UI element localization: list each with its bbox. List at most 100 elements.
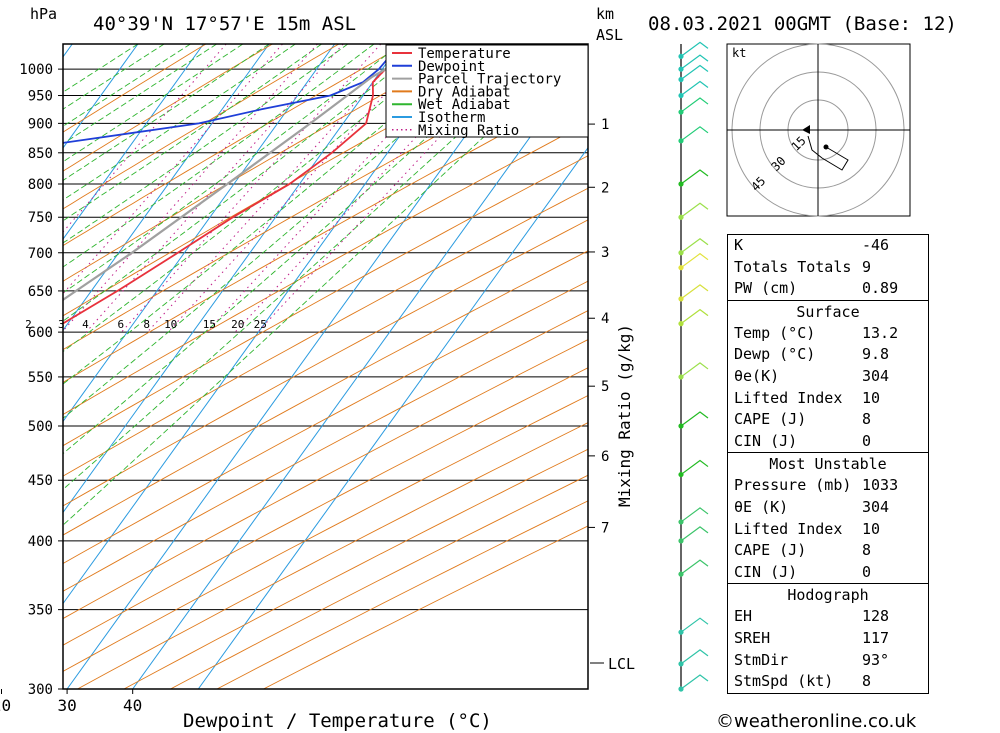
isotherm-line (63, 44, 401, 514)
mixing-ratio-line (121, 44, 382, 333)
isotherm-line (66, 44, 532, 689)
lcl-label: LCL (608, 655, 635, 673)
pressure-tick-label: 450 (28, 473, 53, 489)
mixing-ratio-tick-label: 8 (143, 318, 150, 331)
wet-adiabat-line (63, 44, 270, 181)
isotherm-line (63, 44, 270, 332)
isotherm-line (197, 146, 588, 689)
wind-barb (680, 411, 709, 427)
asl-label: ASL (596, 26, 623, 44)
wet-adiabat-line (63, 44, 454, 353)
wind-barb (680, 308, 709, 325)
dry-adiabat-line (63, 87, 588, 383)
km-tick-label: 5 (601, 379, 609, 395)
dry-adiabat-line (216, 500, 588, 689)
isotherm-line (132, 55, 588, 689)
wet-adiabat-line (63, 44, 585, 526)
pressure-tick-label: 500 (28, 419, 53, 435)
datetime-title: 08.03.2021 00GMT (Base: 12) (648, 13, 957, 35)
wind-barb (680, 202, 709, 218)
dry-adiabat-line (63, 339, 588, 620)
wet-adiabat-line (63, 44, 296, 201)
pressure-tick-label: 800 (28, 177, 53, 193)
isotherm-line (0, 44, 7, 689)
dry-adiabat-line (63, 310, 588, 592)
km-tick-label: 6 (601, 449, 609, 465)
dry-adiabat-line (63, 155, 588, 447)
pressure-tick-label: 550 (28, 370, 53, 386)
pressure-tick-label: 850 (28, 146, 53, 162)
wet-adiabat-line (63, 44, 139, 93)
wet-adiabat-line (63, 44, 191, 127)
dry-adiabat-line (63, 367, 588, 646)
mixing-ratio-axis-label: Mixing Ratio (g/kg) (615, 324, 634, 507)
wind-barb-profile (678, 41, 709, 692)
wind-barb (680, 97, 709, 113)
km-label: km (596, 5, 614, 23)
temperature-tick-label: 20 (0, 696, 11, 715)
pressure-tick-label: 750 (28, 210, 53, 226)
wet-adiabat-line (63, 44, 375, 268)
legend-label: Dry Adiabat (418, 84, 511, 100)
mixing-ratio-tick-label: 2 (25, 318, 32, 331)
series-line-dewpoint (63, 51, 394, 144)
legend-label: Mixing Ratio (418, 123, 519, 139)
wet-adiabat-line (63, 44, 322, 222)
wind-barb (680, 617, 709, 633)
dry-adiabat-line (63, 121, 588, 415)
legend-label: Wet Adiabat (418, 97, 511, 113)
wind-barb (680, 284, 709, 300)
legend-label: Parcel Trajectory (418, 72, 561, 88)
pressure-tick-label: 300 (28, 682, 53, 698)
wind-barb (680, 252, 709, 269)
mixing-ratio-line (63, 44, 318, 332)
credit-footer: ©weatheronline.co.uk (716, 711, 917, 732)
dry-adiabat-line (123, 448, 588, 689)
dry-adiabat-line (63, 44, 207, 133)
isotherm-line (63, 44, 204, 240)
series-line-temperature (63, 51, 416, 325)
pressure-tick-label: 650 (28, 284, 53, 300)
dry-adiabat-line (77, 422, 588, 689)
isotherm-line (63, 44, 73, 58)
km-tick-label: 2 (601, 180, 609, 196)
mixing-ratio-tick-label: 3 (58, 318, 65, 331)
wind-barb (680, 169, 709, 185)
temperature-tick-label: 40 (123, 696, 142, 715)
wind-barb (680, 362, 709, 378)
surface-header: Surface (728, 299, 928, 323)
mixing-ratio-tick-label: 6 (117, 318, 124, 331)
isotherm-line (63, 44, 336, 423)
pressure-tick-label: 400 (28, 534, 53, 550)
isotherm-line (63, 44, 139, 149)
temperature-tick-label: 30 (57, 696, 76, 715)
hodograph-trace (807, 135, 849, 171)
wet-adiabat-line (63, 44, 349, 244)
wind-barb (680, 526, 709, 542)
wet-adiabat-line (63, 44, 217, 145)
most-unstable-header: Most Unstable (728, 452, 928, 475)
hodograph-unit: kt (732, 46, 746, 60)
location-title: 40°39'N 17°57'E 15m ASL (93, 13, 356, 35)
series-line-parcel-trajectory (63, 51, 416, 302)
wind-barb (680, 459, 709, 476)
dry-adiabat-line (63, 44, 273, 172)
hodograph-header: Hodograph (728, 583, 928, 606)
mixing-ratio-line (85, 44, 344, 333)
mixing-ratio-tick-label: 20 (231, 318, 244, 331)
wind-barb (680, 41, 709, 57)
pressure-tick-label: 1000 (19, 62, 53, 78)
wind-barb (680, 64, 709, 81)
wind-barb (680, 649, 709, 665)
pressure-tick-label: 350 (28, 603, 53, 619)
wet-adiabat-line (63, 44, 559, 491)
wind-barb (680, 559, 709, 575)
dry-adiabat-line (63, 44, 406, 247)
dry-adiabat-line (63, 280, 588, 564)
dry-adiabat-line (63, 44, 340, 210)
pressure-tick-label: 700 (28, 246, 53, 262)
wet-adiabat-line (63, 44, 244, 163)
mixing-ratio-line (167, 44, 431, 333)
wet-adiabat-line (63, 44, 427, 322)
